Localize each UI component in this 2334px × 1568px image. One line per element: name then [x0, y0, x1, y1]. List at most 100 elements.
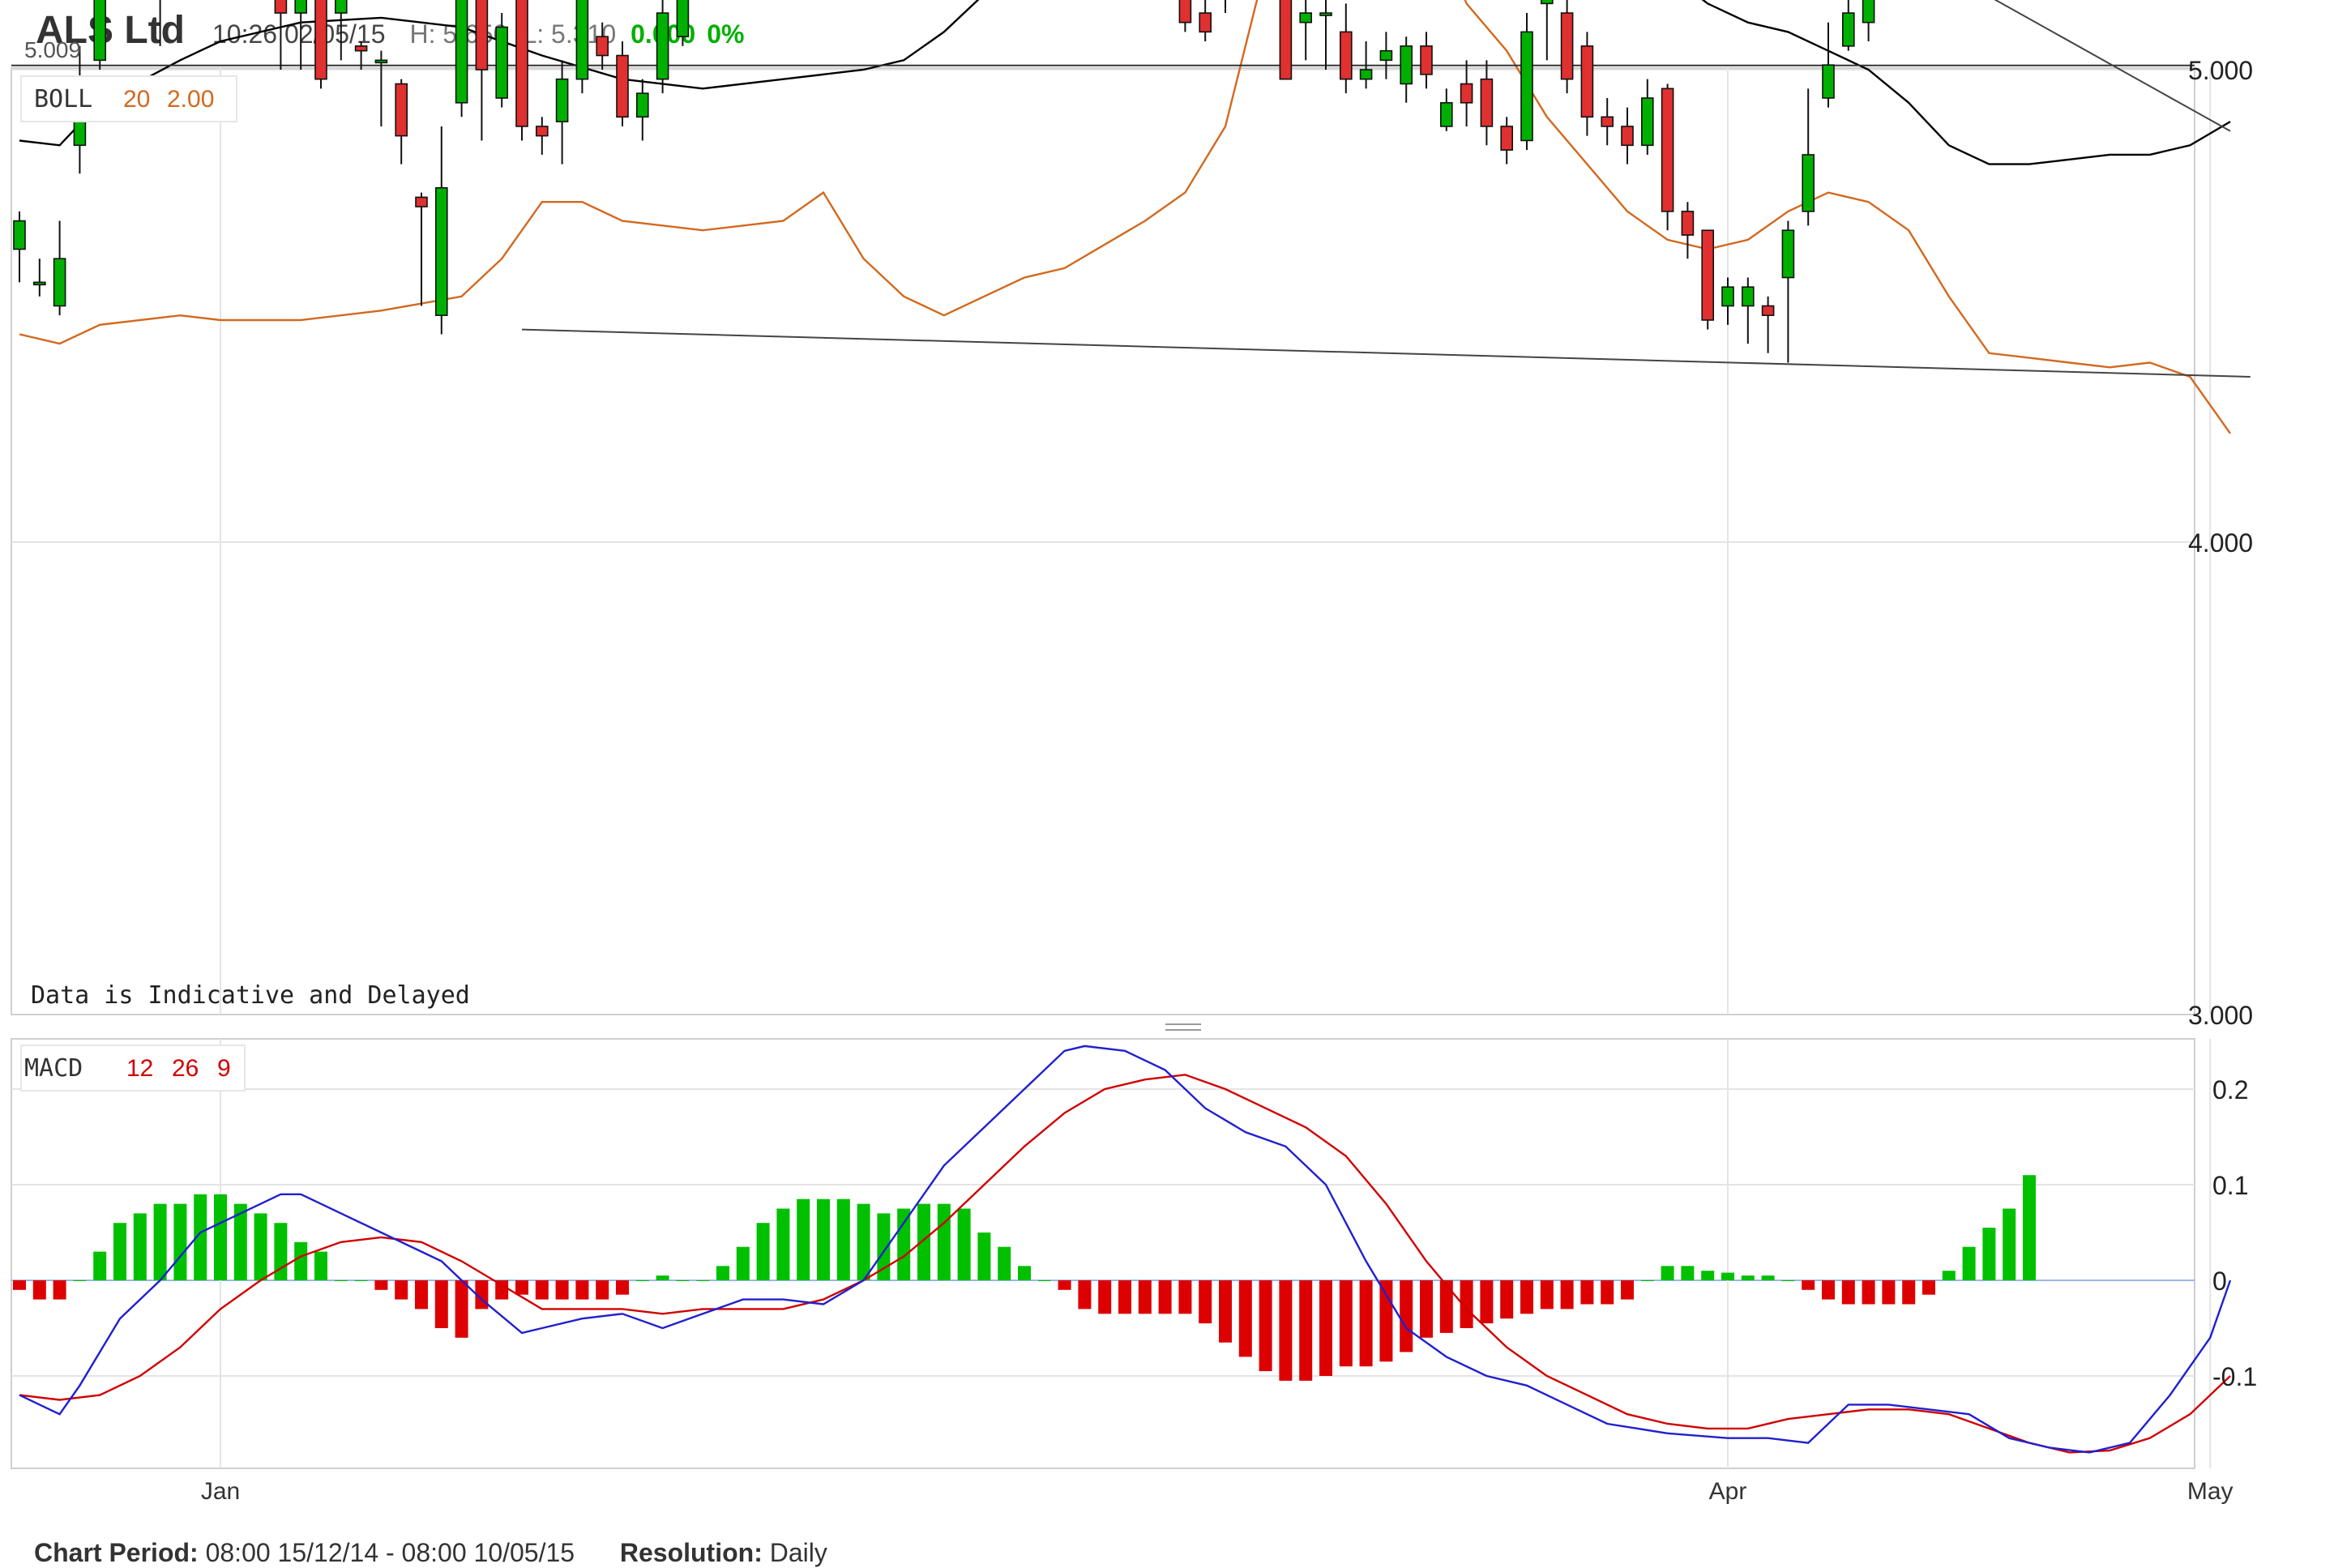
macd-histogram-bar-negative — [455, 1280, 468, 1338]
candle-up — [1862, 0, 1875, 42]
candle-body — [1460, 83, 1473, 104]
macd-histogram-bar-negative — [1540, 1280, 1554, 1310]
candle-down — [1601, 97, 1614, 146]
candle-up — [1299, 0, 1312, 61]
candle-up — [455, 0, 468, 117]
price-axis-tick-label: 5.000 — [2188, 56, 2253, 85]
candle-body — [93, 0, 106, 62]
candle-body — [1420, 45, 1433, 75]
macd-histogram-bar-positive — [1741, 1275, 1755, 1280]
macd-histogram-bar-negative — [1259, 1280, 1272, 1372]
macd-histogram-bar-negative — [1460, 1280, 1473, 1328]
boll-legend-param: 2.00 — [167, 86, 214, 113]
candle-body — [1580, 45, 1594, 118]
macd-histogram-bar-negative — [1480, 1280, 1494, 1324]
macd-histogram-bar-negative — [495, 1280, 509, 1300]
macd-panel-frame — [11, 1038, 2195, 1469]
candle-down — [515, 0, 528, 141]
resolution-label: Resolution: — [619, 1538, 763, 1567]
candle-down — [1560, 0, 1574, 94]
candle-body — [635, 92, 649, 118]
candle-body — [515, 0, 528, 127]
candle-down — [1580, 32, 1594, 136]
price-axis-tick-label: 3.000 — [2188, 1001, 2253, 1030]
macd-histogram-bar-negative — [1379, 1280, 1393, 1362]
macd-histogram-bar-positive — [2003, 1208, 2016, 1280]
candle-body — [1761, 305, 1775, 316]
macd-histogram-bar-positive — [2023, 1175, 2036, 1280]
candle-body — [1601, 116, 1614, 127]
candle-body — [656, 12, 669, 80]
macd-histogram-bar-positive — [1721, 1272, 1734, 1280]
candle-down — [1279, 0, 1293, 80]
candle-up — [159, 0, 161, 46]
candle-body — [1541, 0, 1554, 5]
macd-histogram-bar-positive — [153, 1203, 167, 1280]
macd-histogram-bar-negative — [1319, 1280, 1332, 1376]
macd-histogram-bar-negative — [575, 1280, 589, 1300]
candle-body — [1480, 78, 1494, 127]
candle-up — [1822, 22, 1835, 108]
candle-down — [354, 41, 368, 70]
candle-body — [1862, 0, 1875, 23]
candle-down — [1621, 107, 1634, 164]
candle-down — [1420, 32, 1433, 89]
macd-histogram-bar-positive — [233, 1203, 247, 1280]
candle-body — [1641, 97, 1654, 147]
macd-histogram-bar-negative — [1420, 1280, 1433, 1338]
macd-histogram-bar-positive — [1018, 1266, 1031, 1280]
macd-histogram-bar-positive — [1761, 1275, 1775, 1280]
candle-body — [1400, 45, 1413, 85]
macd-histogram-bar-negative — [1439, 1280, 1453, 1333]
macd-axis-tick-label: 0.1 — [2212, 1171, 2248, 1200]
macd-histogram-bar-negative — [1862, 1280, 1875, 1305]
macd-histogram-bar-positive — [334, 1280, 348, 1281]
macd-histogram-bar-positive — [93, 1251, 107, 1280]
time-axis-label: May — [2187, 1478, 2234, 1505]
macd-histogram-bar-negative — [1400, 1280, 1413, 1352]
candle-body — [1340, 31, 1353, 80]
candle-body — [334, 0, 348, 14]
candle-down — [1480, 60, 1494, 146]
legend-box — [20, 1045, 246, 1092]
macd-histogram-bar-negative — [1178, 1280, 1192, 1314]
candle-body — [13, 220, 26, 250]
macd-histogram-bar-positive — [957, 1208, 971, 1280]
candle-down — [1178, 0, 1192, 32]
candle-up — [13, 211, 26, 283]
price-axis-tick-label: 4.000 — [2188, 528, 2253, 558]
candle-body — [1802, 154, 1815, 212]
quote-datetime: 10:26 02/05/15 — [212, 19, 386, 49]
candle-up — [555, 60, 569, 164]
candle-up — [374, 50, 388, 126]
candle-up — [1400, 36, 1413, 103]
macd-histogram-bar-positive — [656, 1275, 669, 1280]
candle-down — [415, 192, 428, 306]
macd-histogram-bar-negative — [1621, 1280, 1634, 1300]
macd-histogram-bar-positive — [917, 1203, 930, 1280]
macd-signal-line — [19, 1074, 2231, 1454]
time-axis-label: Apr — [1709, 1478, 1747, 1505]
candle-up — [676, 0, 690, 46]
candle-body — [434, 186, 448, 316]
macd-histogram-bar-positive — [1640, 1280, 1654, 1281]
macd-histogram-bar-negative — [1199, 1280, 1212, 1324]
candle-up — [294, 0, 308, 70]
boll-legend: BOLL 20 2.00 — [20, 75, 237, 122]
candle-up — [1225, 0, 1226, 14]
candle-up — [1440, 88, 1453, 131]
candle-body — [294, 0, 308, 14]
candle-body — [676, 0, 690, 37]
macd-histogram-bar-negative — [1500, 1280, 1514, 1319]
candle-body — [455, 0, 468, 104]
candle-body — [1178, 0, 1192, 23]
macd-histogram-bar-positive — [73, 1280, 87, 1281]
macd-histogram-bar-positive — [314, 1251, 327, 1280]
macd-histogram-bar-positive — [635, 1280, 649, 1281]
macd-histogram-bar-negative — [1841, 1280, 1855, 1305]
candle-body — [314, 0, 327, 80]
candle-up — [495, 13, 509, 108]
macd-histogram-bar-negative — [1058, 1280, 1071, 1290]
candle-up — [575, 0, 589, 94]
